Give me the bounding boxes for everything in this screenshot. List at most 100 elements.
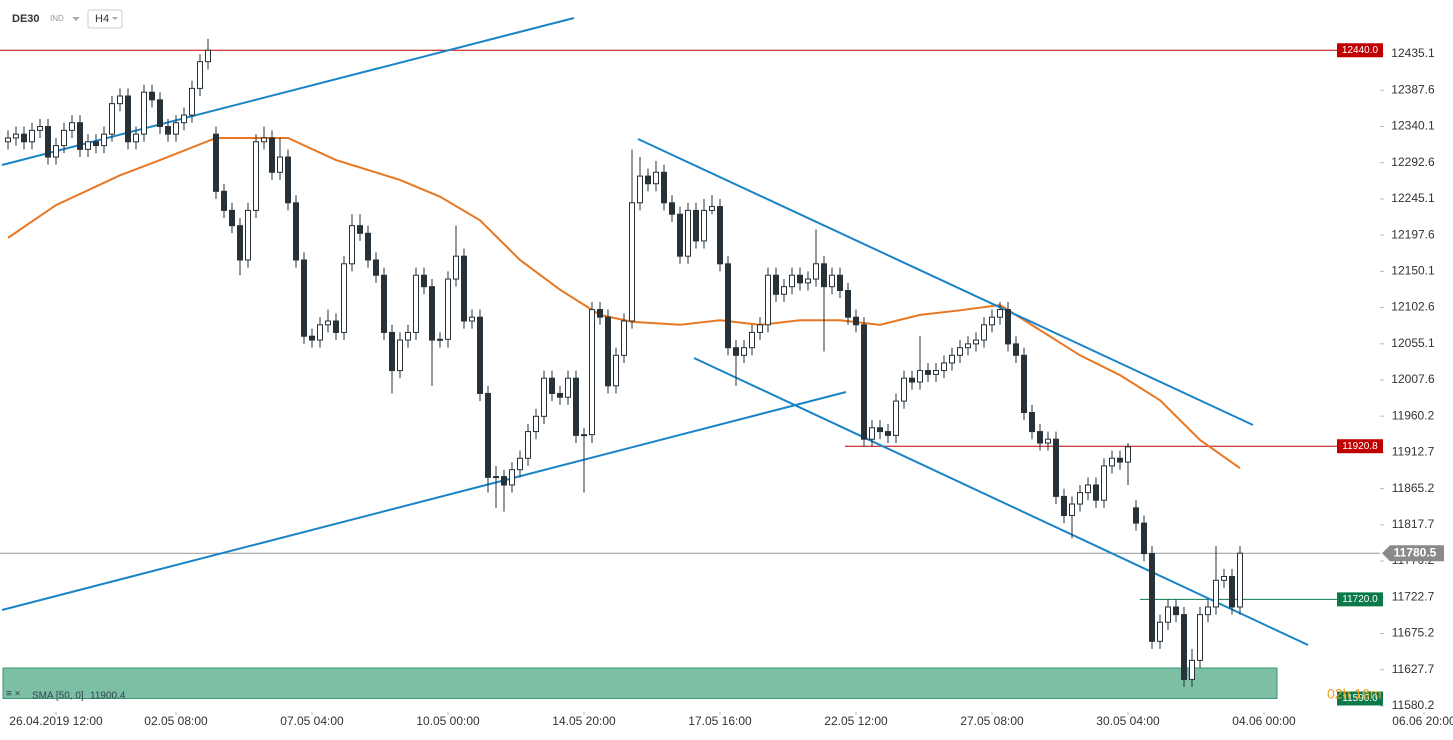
candle-body [405,331,411,341]
candle-body [701,209,707,242]
candle-body [261,137,267,143]
level-label: 11590.0 [1342,693,1378,704]
candle-body [341,263,347,333]
candle-body [949,354,955,364]
candle-body [93,141,99,147]
trend-lines [1,17,1309,646]
x-tick-label: 30.05 04:00 [1096,714,1160,728]
y-tick-label: 11675.2 [1392,626,1435,640]
candle-body [245,209,251,261]
candle-body [37,126,43,131]
candle-body [1101,465,1107,501]
candle-body [389,331,395,372]
candle-body [629,202,635,322]
candle-body [1205,606,1211,616]
level-tag [1337,592,1383,607]
candle-body [933,370,939,375]
candle-body [1197,614,1203,661]
candle-body [1021,354,1027,414]
x-tick-label: 07.05 04:00 [280,714,344,728]
candle-body [741,347,747,356]
y-tick-label: 12435.1 [1391,46,1435,60]
candle-body [653,171,659,185]
x-tick-label: 04.06 00:00 [1232,714,1296,728]
candle-body [445,278,451,340]
candle-body [5,137,11,143]
candle-body [381,274,387,333]
candle-body [125,95,131,143]
candle-body [509,469,515,486]
candle-body [197,61,203,89]
candle-body [637,175,643,204]
trend-line [1,391,847,611]
candle-body [61,129,67,147]
level-tag [1337,43,1383,58]
candle-body [589,309,595,436]
candle-body [181,114,187,124]
candle-body [1053,438,1059,497]
candle-body [213,133,219,192]
candle-body [1013,343,1019,356]
candle-body [101,133,107,147]
candle-body [1085,484,1091,494]
support-zone [2,667,1278,700]
candle-body [429,286,435,341]
candle-body [45,126,51,158]
dropdown-arrow[interactable] [72,17,80,21]
candle-body [1037,431,1043,444]
candle-body [221,190,227,211]
timeframe-box[interactable] [87,9,123,29]
candle-body [373,259,379,276]
candle-body [173,122,179,135]
candle-body [957,347,963,356]
candle-body [1133,507,1139,524]
background-layer: SMA [50, 0] 11900.4 ≡ × [0,49,1380,702]
candle-body [757,324,763,333]
candle-body [21,133,27,143]
candle-body [29,129,35,143]
candle-body [117,95,123,105]
candle-body [685,209,691,257]
candle-body [573,377,579,436]
candle-body [893,400,899,436]
candle-body [837,274,843,291]
candle-body [1117,457,1123,463]
candle-body [997,309,1003,318]
symbol[interactable]: DE30 [12,13,40,25]
candle-body [965,343,971,349]
candle-body [669,202,675,215]
x-tick-label: 17.05 16:00 [688,714,752,728]
candle-body [1045,438,1051,444]
candle-body [973,339,979,345]
timeframe[interactable]: H4 [95,13,109,25]
candle-body [1229,575,1235,608]
level-tag [1337,691,1383,706]
candle-body [1061,495,1067,516]
candle-body [877,427,883,433]
candle-body [805,278,811,284]
candle-body [1141,522,1147,555]
candle-body [645,175,651,185]
candle-body [797,274,803,284]
candle-body [397,339,403,372]
candle-body [453,255,459,280]
trend-line [637,138,1254,426]
candle-body [677,213,683,257]
candle-body [829,274,835,288]
candle-body [13,133,19,139]
candle-body [533,415,539,433]
candle-body [1157,621,1163,642]
candle-body [477,316,483,394]
x-tick-label: 27.05 08:00 [960,714,1024,728]
candle-body [605,316,611,387]
x-tick-label: 26.04.2019 12:00 [9,714,103,728]
y-tick-label: 11865.2 [1392,481,1435,495]
y-tick-label: 12387.6 [1391,82,1435,96]
y-tick-label: 11817.7 [1392,517,1435,531]
candle-body [525,431,531,459]
candle-body [269,137,275,173]
candle-body [733,347,739,356]
dropdown-arrow[interactable] [112,17,118,20]
candle-body [549,377,555,394]
y-tick-label: 12055.1 [1391,336,1435,350]
